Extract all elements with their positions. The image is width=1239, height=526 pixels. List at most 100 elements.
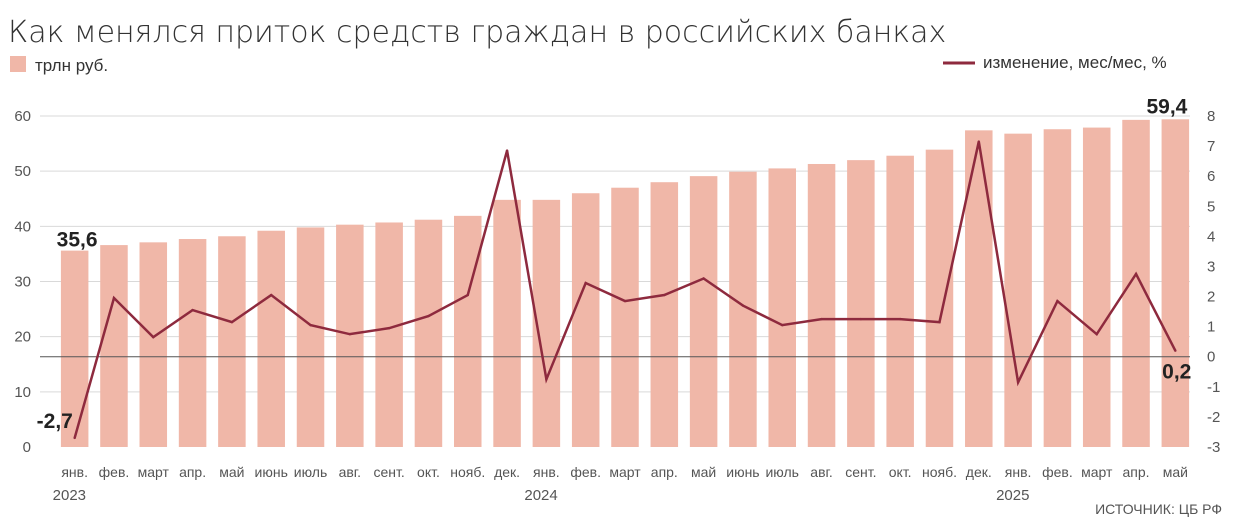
x-tick-label: янв. bbox=[1005, 464, 1032, 480]
chart-title: Как менялся приток средств граждан в рос… bbox=[8, 15, 946, 50]
right-axis-tick-label: -3 bbox=[1207, 439, 1220, 456]
line-point bbox=[230, 320, 234, 324]
bar bbox=[847, 160, 875, 447]
right-axis-tick-label: 7 bbox=[1207, 138, 1215, 155]
line-point bbox=[584, 281, 587, 285]
x-tick-label: авг. bbox=[810, 464, 833, 480]
right-axis-tick-label: 3 bbox=[1207, 258, 1215, 275]
line-point bbox=[112, 296, 116, 300]
bar bbox=[257, 230, 285, 447]
left-axis-tick-label: 30 bbox=[14, 274, 31, 291]
right-axis-tick-label: 6 bbox=[1207, 168, 1215, 185]
x-tick-label: авг. bbox=[339, 464, 362, 480]
left-axis-tick-label: 40 bbox=[14, 218, 31, 235]
line-point bbox=[427, 314, 430, 318]
bar bbox=[886, 155, 914, 447]
x-tick-label: янв. bbox=[533, 464, 560, 480]
bar bbox=[650, 182, 679, 447]
callout-last-line: 0,2 bbox=[1162, 361, 1191, 384]
x-tick-label: март bbox=[1081, 464, 1113, 480]
x-tick-label: сент. bbox=[373, 464, 404, 480]
bar bbox=[689, 176, 718, 448]
x-tick-label: дек. bbox=[966, 464, 992, 480]
bar bbox=[925, 149, 954, 447]
right-axis-tick-label: -1 bbox=[1207, 379, 1220, 396]
line-point bbox=[505, 149, 509, 152]
bar bbox=[571, 193, 600, 447]
x-tick-label: март bbox=[138, 464, 170, 480]
bar bbox=[611, 187, 639, 447]
bar bbox=[493, 199, 521, 447]
x-tick-label: апр. bbox=[1123, 464, 1150, 480]
x-tick-label: фев. bbox=[1042, 464, 1073, 480]
x-tick-label: нояб. bbox=[450, 464, 485, 480]
line-point bbox=[545, 378, 548, 381]
bar bbox=[1004, 133, 1032, 448]
bar bbox=[454, 215, 482, 447]
x-tick-label: июль bbox=[765, 464, 798, 480]
right-axis-tick-label: 4 bbox=[1207, 228, 1215, 245]
year-label: 2023 bbox=[53, 487, 86, 504]
line-point bbox=[702, 277, 705, 280]
bar bbox=[336, 224, 364, 447]
x-tick-label: фев. bbox=[570, 464, 601, 480]
line-point bbox=[309, 323, 312, 327]
line-point bbox=[466, 293, 469, 297]
source-note: ИСТОЧНИК: ЦБ РФ bbox=[1095, 501, 1222, 517]
line-point bbox=[1174, 349, 1177, 352]
line-series bbox=[73, 140, 1177, 440]
right-axis-tick-label: 8 bbox=[1207, 108, 1215, 125]
right-axis-tick-label: -2 bbox=[1207, 409, 1220, 426]
bar bbox=[139, 242, 168, 447]
callout-first-line: -2,7 bbox=[37, 410, 73, 433]
line-point bbox=[781, 323, 784, 327]
callout-last-bar: 59,4 bbox=[1146, 95, 1187, 118]
bar bbox=[1082, 127, 1111, 448]
bar bbox=[375, 222, 403, 447]
right-axis-tick-label: 2 bbox=[1207, 289, 1215, 306]
line-point bbox=[1095, 332, 1098, 336]
left-axis-tick-label: 0 bbox=[23, 439, 31, 456]
x-tick-label: апр. bbox=[651, 464, 678, 480]
bar-series bbox=[60, 119, 1190, 448]
x-tick-label: апр. bbox=[179, 464, 206, 480]
x-tick-label: июль bbox=[294, 464, 327, 480]
line-point bbox=[820, 317, 823, 321]
x-tick-label: янв. bbox=[61, 464, 88, 480]
x-tick-label: май bbox=[691, 464, 716, 480]
bar bbox=[768, 168, 796, 448]
legend-line-label: изменение, мес/мес, % bbox=[983, 53, 1167, 72]
bar bbox=[414, 219, 443, 447]
line-point bbox=[859, 317, 863, 321]
bar bbox=[178, 239, 207, 447]
line-point bbox=[1016, 381, 1020, 384]
legend-bars-swatch bbox=[10, 56, 26, 72]
line-point bbox=[1056, 299, 1059, 303]
line-point bbox=[191, 308, 194, 312]
bar bbox=[965, 130, 993, 448]
left-axis: 0 10 20 30 40 50 60 bbox=[14, 108, 31, 456]
x-tick-label: июнь bbox=[726, 464, 759, 480]
left-axis-tick-label: 60 bbox=[14, 108, 31, 125]
line-point bbox=[73, 436, 76, 440]
bar bbox=[60, 250, 89, 447]
x-tick-label: дек. bbox=[494, 464, 520, 480]
x-axis: янв. фев. март апр. май июнь июль авг. сент. окт.… bbox=[53, 464, 1188, 504]
line-point bbox=[977, 140, 980, 143]
bar bbox=[1161, 119, 1190, 447]
line-point bbox=[663, 293, 666, 297]
legend-bars-label: трлн руб. bbox=[35, 56, 108, 75]
year-label: 2025 bbox=[996, 487, 1029, 504]
line-point bbox=[1134, 272, 1138, 276]
x-tick-label: окт. bbox=[417, 464, 440, 480]
left-axis-tick-label: 50 bbox=[14, 163, 31, 180]
x-tick-label: март bbox=[609, 464, 641, 480]
x-tick-label: май bbox=[1163, 464, 1188, 480]
right-axis-tick-label: 5 bbox=[1207, 198, 1215, 215]
bar bbox=[807, 163, 836, 447]
line-point bbox=[741, 304, 745, 307]
line-point bbox=[270, 293, 273, 297]
x-tick-label: июнь bbox=[255, 464, 288, 480]
right-axis-tick-label: 0 bbox=[1207, 349, 1215, 366]
